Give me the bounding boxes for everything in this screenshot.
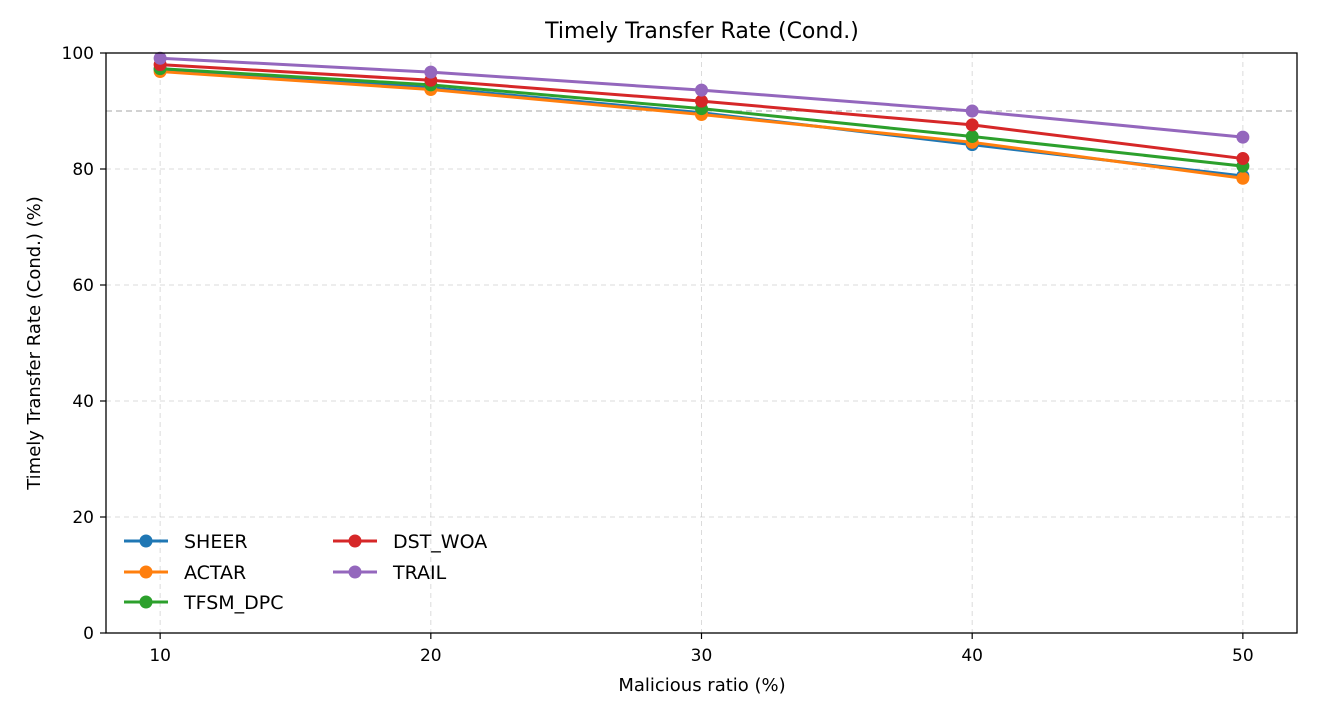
x-tick-label: 20 bbox=[420, 646, 442, 666]
legend-item: ACTAR bbox=[124, 562, 246, 584]
legend-item: TFSM_DPC bbox=[124, 592, 284, 614]
legend-marker bbox=[348, 534, 362, 548]
y-tick-label: 80 bbox=[72, 160, 94, 180]
data-point bbox=[424, 65, 438, 79]
legend-item: DST_WOA bbox=[333, 531, 487, 553]
data-point bbox=[153, 51, 167, 65]
data-point bbox=[965, 104, 979, 118]
data-point bbox=[1236, 171, 1250, 185]
y-tick-label: 0 bbox=[83, 624, 94, 644]
legend-marker bbox=[139, 595, 153, 609]
series-trail bbox=[153, 51, 1250, 144]
legend-label: TRAIL bbox=[392, 562, 447, 584]
legend-label: TFSM_DPC bbox=[183, 592, 284, 614]
legend-marker bbox=[139, 565, 153, 579]
legend: SHEER ACTAR TFSM_DPC DST_WOA TRAIL bbox=[124, 531, 487, 614]
y-tick-label: 60 bbox=[72, 276, 94, 296]
legend-marker bbox=[348, 565, 362, 579]
x-tick-label: 10 bbox=[149, 646, 171, 666]
series-layer bbox=[153, 51, 1250, 185]
legend-label: DST_WOA bbox=[393, 531, 487, 553]
x-tick-label: 50 bbox=[1232, 646, 1254, 666]
y-tick-label: 20 bbox=[72, 508, 94, 528]
data-point bbox=[1236, 152, 1250, 166]
axes: 0 20 40 60 80 100 10 20 30 40 50 bbox=[62, 44, 1254, 666]
chart-title: Timely Transfer Rate (Cond.) bbox=[544, 19, 859, 44]
data-point bbox=[695, 94, 708, 108]
grid bbox=[106, 52, 1297, 634]
legend-label: SHEER bbox=[184, 531, 248, 553]
legend-marker bbox=[139, 534, 153, 548]
data-point bbox=[1236, 130, 1250, 144]
data-point bbox=[695, 83, 708, 97]
legend-item: TRAIL bbox=[333, 562, 447, 584]
x-tick-label: 40 bbox=[961, 646, 983, 666]
legend-item: SHEER bbox=[124, 531, 248, 553]
data-point bbox=[965, 130, 979, 144]
x-axis-label: Malicious ratio (%) bbox=[618, 675, 785, 696]
legend-label: ACTAR bbox=[184, 562, 246, 584]
y-tick-label: 40 bbox=[72, 392, 94, 412]
data-point bbox=[965, 118, 979, 132]
y-axis-label: Timely Transfer Rate (Cond.) (%) bbox=[24, 196, 45, 491]
x-tick-label: 30 bbox=[691, 646, 713, 666]
y-tick-label: 100 bbox=[62, 44, 94, 64]
